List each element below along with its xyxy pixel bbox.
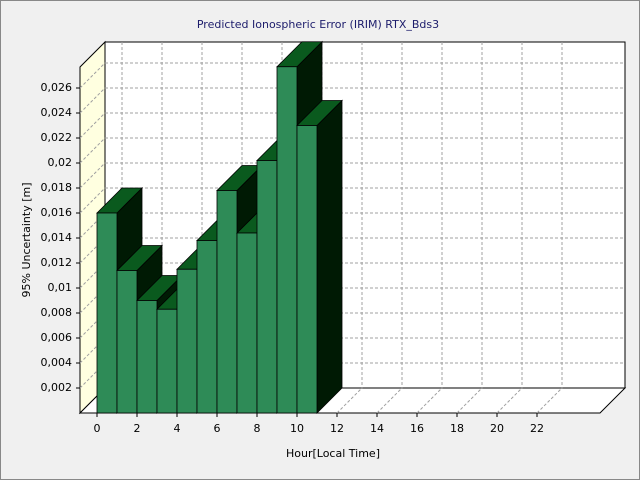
x-tick-label: 22 <box>530 422 544 435</box>
y-tick-label: 0,02 <box>48 156 73 169</box>
y-axis-label: 95% Uncertainty [m] <box>20 182 33 297</box>
y-tick-label: 0,004 <box>41 356 73 369</box>
grid-line <box>79 362 106 389</box>
y-tick-label: 0,018 <box>41 181 73 194</box>
y-tick-label: 0,022 <box>41 131 73 144</box>
y-tick-label: 0,006 <box>41 331 73 344</box>
grid-line <box>376 387 403 414</box>
grid-line <box>79 237 106 264</box>
x-tick-label: 8 <box>254 422 261 435</box>
bar <box>96 212 118 414</box>
axes: 0,002 0,004 0,006 0,008 0,01 0,012 0,014 0,016 0… <box>41 81 545 435</box>
grid-line <box>79 62 106 89</box>
grid-line <box>79 187 106 214</box>
x-tick-label: 4 <box>174 422 181 435</box>
grid-line <box>79 287 106 314</box>
x-tick-label: 12 <box>330 422 344 435</box>
grid-line <box>456 387 483 414</box>
bars <box>96 40 343 414</box>
bar <box>116 270 138 414</box>
bar-side <box>316 99 343 414</box>
grid-line <box>79 262 106 289</box>
bar <box>296 125 318 414</box>
y-tick-label: 0,008 <box>41 306 73 319</box>
bar <box>216 190 238 414</box>
grid-line <box>79 162 106 189</box>
bar <box>136 300 158 414</box>
grid-line <box>79 312 106 339</box>
x-tick-label: 20 <box>490 422 504 435</box>
chart-title: Predicted Ionospheric Error (IRIM) RTX_B… <box>197 18 439 31</box>
x-tick-label: 18 <box>450 422 464 435</box>
bar <box>256 160 278 414</box>
y-tick-label: 0,01 <box>48 281 73 294</box>
x-tick-label: 10 <box>290 422 304 435</box>
y-tick-label: 0,016 <box>41 206 73 219</box>
x-tick-label: 0 <box>94 422 101 435</box>
grid-line <box>79 137 106 164</box>
bar <box>276 66 298 414</box>
x-tick-label: 14 <box>370 422 384 435</box>
bar <box>196 240 218 414</box>
grid-line <box>536 387 563 414</box>
y-tick-label: 0,026 <box>41 81 73 94</box>
grid-line <box>496 387 523 414</box>
bar <box>176 268 198 414</box>
x-tick-label: 2 <box>134 422 141 435</box>
y-tick-label: 0,002 <box>41 381 73 394</box>
grid-line <box>416 387 443 414</box>
bar <box>156 308 178 414</box>
x-tick-label: 16 <box>410 422 424 435</box>
y-tick-label: 0,024 <box>41 106 73 119</box>
grid-line <box>336 387 363 414</box>
grid-line <box>79 212 106 239</box>
y-tick-label: 0,014 <box>41 231 73 244</box>
grid-line <box>79 337 106 364</box>
y-tick-label: 0,012 <box>41 256 73 269</box>
grid-line <box>79 112 106 139</box>
x-tick-label: 6 <box>214 422 221 435</box>
grid-line <box>79 87 106 114</box>
x-axis-label: Hour[Local Time] <box>286 447 380 460</box>
bar <box>236 232 258 414</box>
